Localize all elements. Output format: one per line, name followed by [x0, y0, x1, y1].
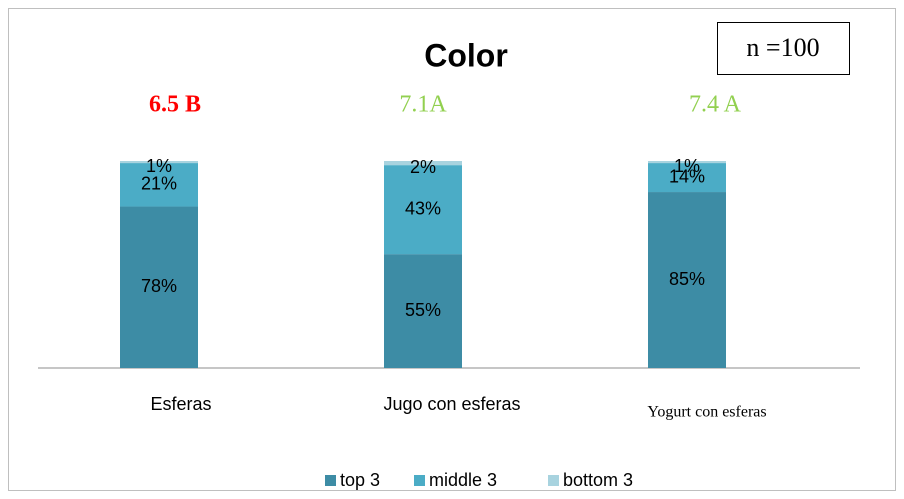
bar-segment — [648, 192, 726, 368]
data-label: 43% — [405, 198, 441, 218]
annotation: 6.5 B — [149, 92, 201, 118]
x-tick-label: Esferas — [150, 394, 211, 414]
legend-label: middle 3 — [429, 470, 497, 490]
note-box — [717, 22, 850, 75]
data-label: 85% — [669, 269, 705, 289]
data-label: 78% — [141, 276, 177, 296]
chart-title: Color — [424, 37, 508, 73]
x-tick-label: Yogurt con esferas — [647, 404, 766, 421]
bar-segment — [648, 161, 726, 164]
bar-segment — [120, 161, 198, 164]
bar-segment — [648, 163, 726, 193]
data-label: 2% — [410, 157, 436, 177]
bar-segment — [120, 206, 198, 368]
legend-label: bottom 3 — [563, 470, 633, 490]
bar-segment — [384, 254, 462, 368]
annotation: 7.4 A — [689, 92, 742, 118]
data-label: 14% — [669, 166, 705, 186]
data-label: 1% — [674, 156, 700, 176]
data-label: 21% — [141, 174, 177, 194]
annotation: 7.1A — [399, 92, 447, 118]
bar-segment — [120, 163, 198, 207]
legend-swatch — [325, 475, 336, 486]
x-tick-label: Jugo con esferas — [383, 394, 520, 414]
data-label: 1% — [146, 156, 172, 176]
legend-swatch — [548, 475, 559, 486]
legend-label: top 3 — [340, 470, 380, 490]
note: n =100 — [746, 33, 819, 62]
bar-segment — [384, 165, 462, 255]
legend-swatch — [414, 475, 425, 486]
bar-segment — [384, 161, 462, 166]
data-label: 55% — [405, 300, 441, 320]
